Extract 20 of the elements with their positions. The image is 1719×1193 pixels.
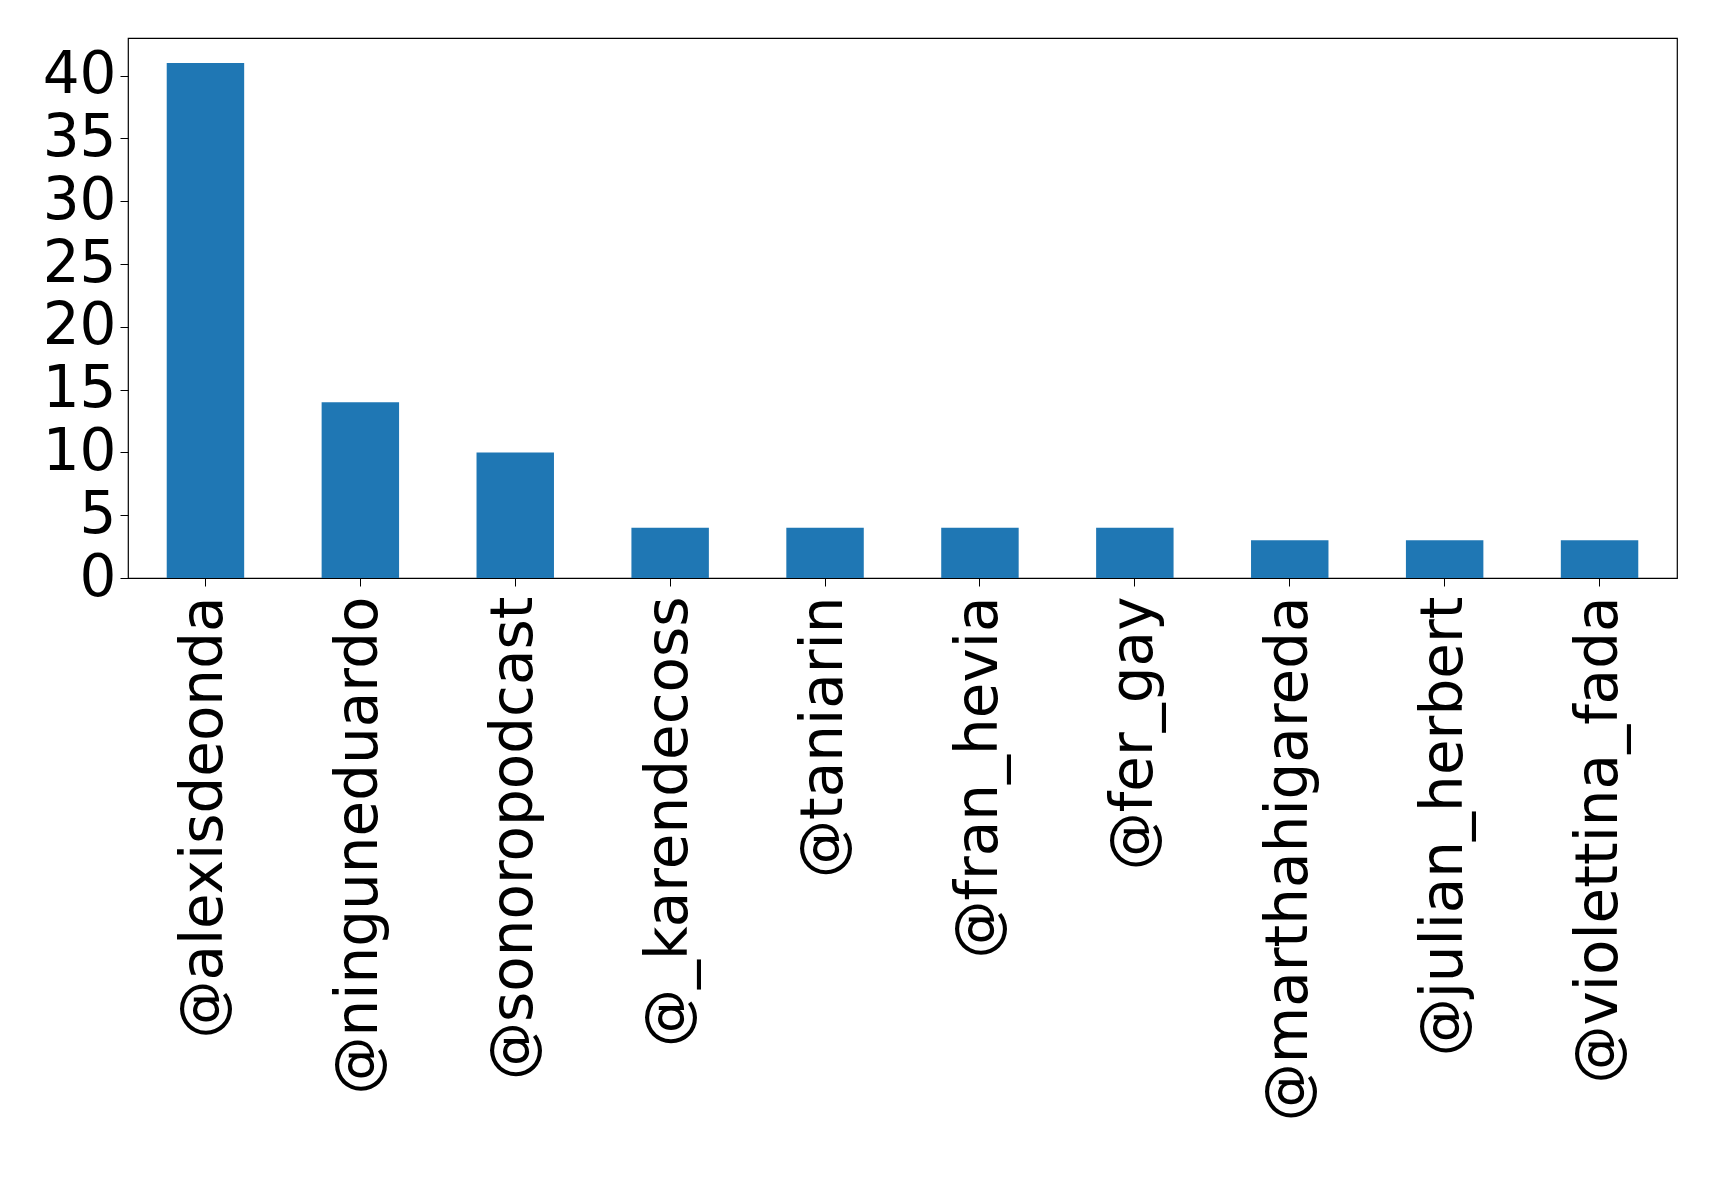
bar <box>786 527 864 578</box>
bar <box>631 527 709 578</box>
bar <box>321 402 400 578</box>
x-tick-label: @violettina_fada <box>1562 596 1631 1084</box>
bar <box>1096 527 1174 578</box>
bar <box>1251 540 1329 578</box>
bar <box>476 452 554 578</box>
bar <box>1405 540 1484 578</box>
x-tick-label: @fran_hevia <box>942 596 1011 959</box>
bar <box>166 63 245 578</box>
x-tick-label: @julian_herbert <box>1407 596 1476 1057</box>
x-tick-label: @_karendecoss <box>633 596 702 1047</box>
bar <box>1560 540 1639 578</box>
bar <box>941 527 1019 578</box>
x-tick-label: @alexisdeonda <box>168 596 237 1039</box>
x-tick-label: @marthahigareda <box>1252 596 1321 1122</box>
x-tick-label: @sonoropodcast <box>478 596 547 1081</box>
x-tick-label: @taniarin <box>788 596 857 878</box>
x-tick-label: @ninguneduardo <box>323 596 392 1095</box>
x-tick-label: @fer_gay <box>1097 596 1166 871</box>
